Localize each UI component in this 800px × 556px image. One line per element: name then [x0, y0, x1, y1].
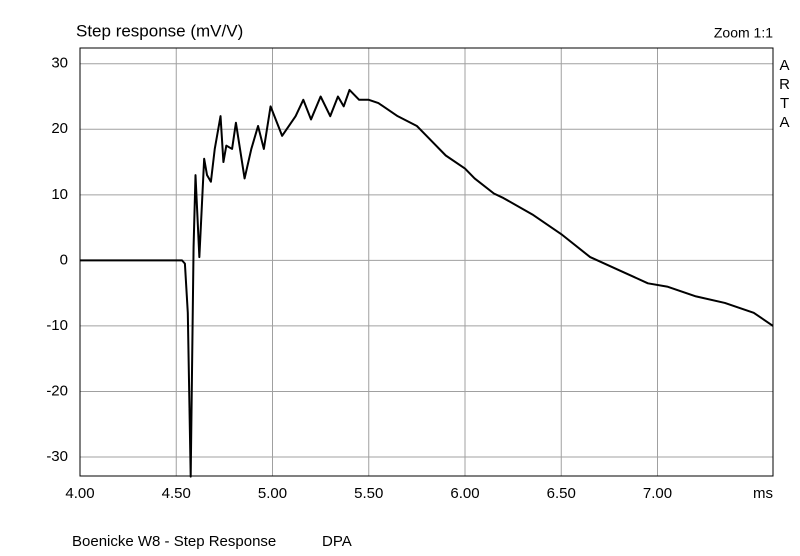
x-tick-label: 4.50: [162, 485, 191, 502]
x-tick-label: 6.50: [547, 485, 576, 502]
x-tick-label: 5.00: [258, 485, 287, 502]
x-axis-label: ms: [753, 485, 773, 502]
y-tick-label: 0: [60, 251, 68, 268]
x-tick-label: 6.00: [450, 485, 479, 502]
y-tick-label: 10: [51, 186, 68, 203]
line: [80, 88, 774, 478]
footer: Boenicke W8 - Step Response: [72, 533, 276, 550]
footer-note: DPA: [322, 533, 352, 550]
chart-title: Step response (mV/V): [76, 21, 243, 40]
plot-frame: [79, 47, 774, 477]
zoom-label: Zoom 1:1: [714, 25, 773, 41]
y-tick-label: 20: [51, 120, 68, 137]
y-tick-label: -20: [46, 382, 68, 399]
y-tick-label: -30: [46, 448, 68, 465]
brand: ARTA: [776, 57, 793, 133]
y-tick-label: -10: [46, 317, 68, 334]
x-tick-label: 5.50: [354, 485, 383, 502]
y-tick-label: 30: [51, 55, 68, 72]
x-tick-label: 4.00: [65, 485, 94, 502]
x-tick-label: 7.00: [643, 485, 672, 502]
